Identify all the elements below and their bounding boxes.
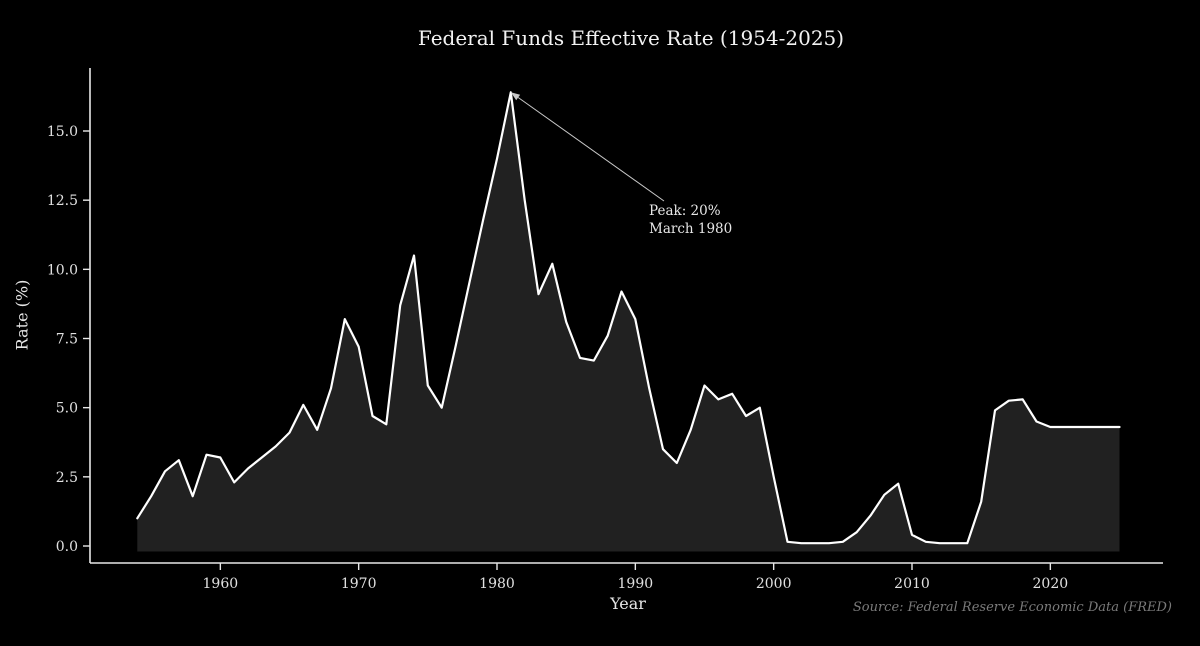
chart-title: Federal Funds Effective Rate (1954-2025) bbox=[417, 26, 845, 50]
peak-annotation-line2: March 1980 bbox=[649, 221, 733, 237]
y-tick-label: 2.5 bbox=[56, 470, 78, 486]
y-axis-label: Rate (%) bbox=[12, 279, 32, 351]
x-tick-label: 1980 bbox=[479, 576, 515, 592]
x-tick-label: 1960 bbox=[203, 576, 239, 592]
x-tick-label: 2010 bbox=[894, 576, 930, 592]
rate-line bbox=[136, 91, 1121, 545]
y-tick-label: 10.0 bbox=[47, 262, 78, 278]
y-tick-label: 0.0 bbox=[56, 539, 78, 555]
source-credit: Source: Federal Reserve Economic Data (F… bbox=[852, 600, 1172, 615]
y-tick-label: 15.0 bbox=[47, 124, 78, 140]
y-tick-label: 5.0 bbox=[56, 401, 78, 417]
annotation-arrow-line bbox=[517, 97, 665, 202]
annotation-arrowhead bbox=[510, 92, 521, 101]
peak-annotation: Peak: 20% March 1980 bbox=[649, 202, 732, 238]
y-tick-label: 7.5 bbox=[56, 331, 78, 347]
peak-annotation-line1: Peak: 20% bbox=[649, 203, 721, 219]
area-fill bbox=[137, 92, 1120, 552]
x-tick-label: 2020 bbox=[1033, 576, 1069, 592]
x-tick-label: 1970 bbox=[341, 576, 377, 592]
x-tick-label: 2000 bbox=[756, 576, 792, 592]
x-axis-label: Year bbox=[610, 594, 646, 613]
x-tick-label: 1990 bbox=[618, 576, 654, 592]
y-tick-label: 12.5 bbox=[47, 193, 78, 209]
